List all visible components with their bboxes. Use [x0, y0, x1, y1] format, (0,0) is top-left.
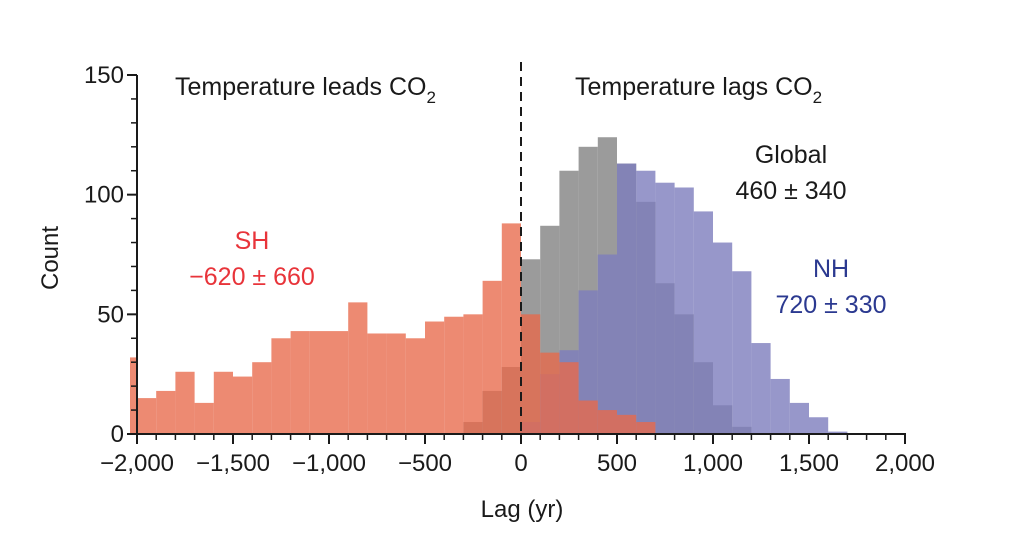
nh-bar — [636, 170, 656, 435]
sh-bar — [271, 338, 291, 434]
histogram-bars — [130, 137, 848, 435]
sh-bar — [405, 338, 425, 434]
y-tick-label: 150 — [84, 62, 124, 89]
sh-bar — [425, 321, 445, 434]
sh-bar — [617, 414, 637, 434]
x-tick-label: 500 — [597, 450, 637, 477]
sh-series-stat: −620 ± 660 — [189, 263, 315, 291]
sh-bar — [137, 398, 157, 434]
nh-bar — [789, 402, 809, 434]
y-tick-label: 100 — [84, 182, 124, 209]
nh-bar — [674, 187, 694, 434]
x-tick-label: 0 — [514, 450, 527, 477]
nh-bar — [617, 163, 637, 435]
global-series-stat: 460 ± 340 — [735, 177, 846, 205]
x-tick-label: −1,000 — [292, 450, 366, 477]
sh-bar — [482, 280, 502, 434]
sh-bar — [252, 362, 272, 434]
nh-series-stat: 720 ± 330 — [775, 291, 886, 319]
x-tick-label: 1,500 — [779, 450, 839, 477]
sh-bar — [636, 422, 656, 434]
nh-bar — [751, 343, 771, 434]
sh-bar — [233, 376, 253, 434]
sh-bar — [348, 302, 368, 434]
nh-bar — [828, 431, 848, 434]
lead-region-label: Temperature leads CO2 — [175, 73, 436, 107]
nh-bar — [655, 182, 675, 434]
nh-series-name: NH — [813, 255, 849, 283]
sh-bar — [540, 352, 560, 434]
sh-bar — [130, 357, 137, 434]
nh-bar — [693, 211, 713, 434]
x-tick-label: −2,000 — [100, 450, 174, 477]
sh-bar — [309, 331, 329, 434]
sh-bar — [501, 223, 521, 434]
nh-bar — [578, 290, 598, 434]
sh-bar — [597, 410, 617, 434]
nh-bar — [809, 417, 829, 434]
x-tick-label: −1,500 — [196, 450, 270, 477]
sh-bar — [578, 400, 598, 434]
tick-marks: −2,000 −1,500 −1,000 −500 0 500 1,000 1,500 2,00… — [84, 62, 935, 477]
nh-bar — [597, 254, 617, 434]
global-series-name: Global — [755, 141, 827, 169]
y-tick-label: 50 — [97, 301, 124, 328]
y-tick-label: 0 — [111, 421, 124, 448]
sh-bar — [463, 314, 483, 434]
nh-bar — [732, 271, 752, 434]
sh-bar — [521, 314, 541, 434]
nh-bar — [770, 378, 790, 434]
sh-bar — [213, 371, 233, 434]
x-tick-label: 2,000 — [875, 450, 935, 477]
nh-bar — [713, 242, 733, 434]
lag-region-label: Temperature lags CO2 — [575, 73, 822, 107]
sh-bar — [194, 402, 214, 434]
x-tick-label: −500 — [398, 450, 452, 477]
y-axis-title: Count — [37, 226, 64, 290]
x-axis-title: Lag (yr) — [481, 496, 564, 523]
sh-bar — [156, 390, 176, 434]
sh-bar — [386, 333, 406, 434]
sh-bar — [329, 331, 349, 434]
sh-bar — [290, 331, 310, 434]
sh-bar — [444, 316, 464, 434]
x-tick-label: 1,000 — [683, 450, 743, 477]
sh-bar — [559, 362, 579, 434]
sh-series-name: SH — [235, 227, 270, 255]
sh-bar — [367, 333, 387, 434]
sh-bar — [175, 371, 195, 434]
